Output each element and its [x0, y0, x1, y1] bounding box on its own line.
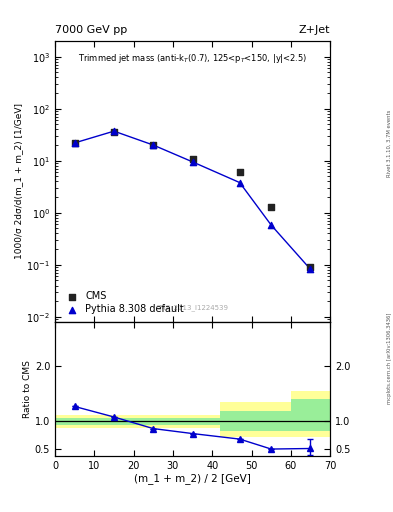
- CMS: [268, 203, 274, 211]
- Text: Trimmed jet mass (anti-k$_T$(0.7), 125<p$_T$<150, |y|<2.5): Trimmed jet mass (anti-k$_T$(0.7), 125<p…: [78, 52, 307, 65]
- CMS: [189, 155, 196, 163]
- Pythia 8.308 default: [72, 139, 78, 147]
- Pythia 8.308 default: [150, 141, 156, 149]
- Pythia 8.308 default: [268, 221, 274, 229]
- Y-axis label: Ratio to CMS: Ratio to CMS: [23, 360, 32, 418]
- CMS: [72, 139, 78, 147]
- CMS: [150, 141, 156, 149]
- CMS: [237, 168, 243, 176]
- Pythia 8.308 default: [111, 127, 117, 135]
- CMS: [111, 129, 117, 137]
- Text: 7000 GeV pp: 7000 GeV pp: [55, 25, 127, 35]
- Pythia 8.308 default: [307, 265, 314, 273]
- Text: CMS_2013_I1224539: CMS_2013_I1224539: [156, 304, 229, 311]
- Text: mcplots.cern.ch [arXiv:1306.3436]: mcplots.cern.ch [arXiv:1306.3436]: [387, 313, 392, 404]
- CMS: [307, 263, 314, 271]
- X-axis label: (m_1 + m_2) / 2 [GeV]: (m_1 + m_2) / 2 [GeV]: [134, 473, 251, 484]
- Y-axis label: 1000/σ 2dσ/d(m_1 + m_2) [1/GeV]: 1000/σ 2dσ/d(m_1 + m_2) [1/GeV]: [15, 103, 24, 260]
- Text: Rivet 3.1.10, 3.7M events: Rivet 3.1.10, 3.7M events: [387, 110, 392, 177]
- Pythia 8.308 default: [189, 158, 196, 166]
- Legend: CMS, Pythia 8.308 default: CMS, Pythia 8.308 default: [60, 288, 187, 317]
- Text: Z+Jet: Z+Jet: [299, 25, 330, 35]
- Pythia 8.308 default: [237, 179, 243, 187]
